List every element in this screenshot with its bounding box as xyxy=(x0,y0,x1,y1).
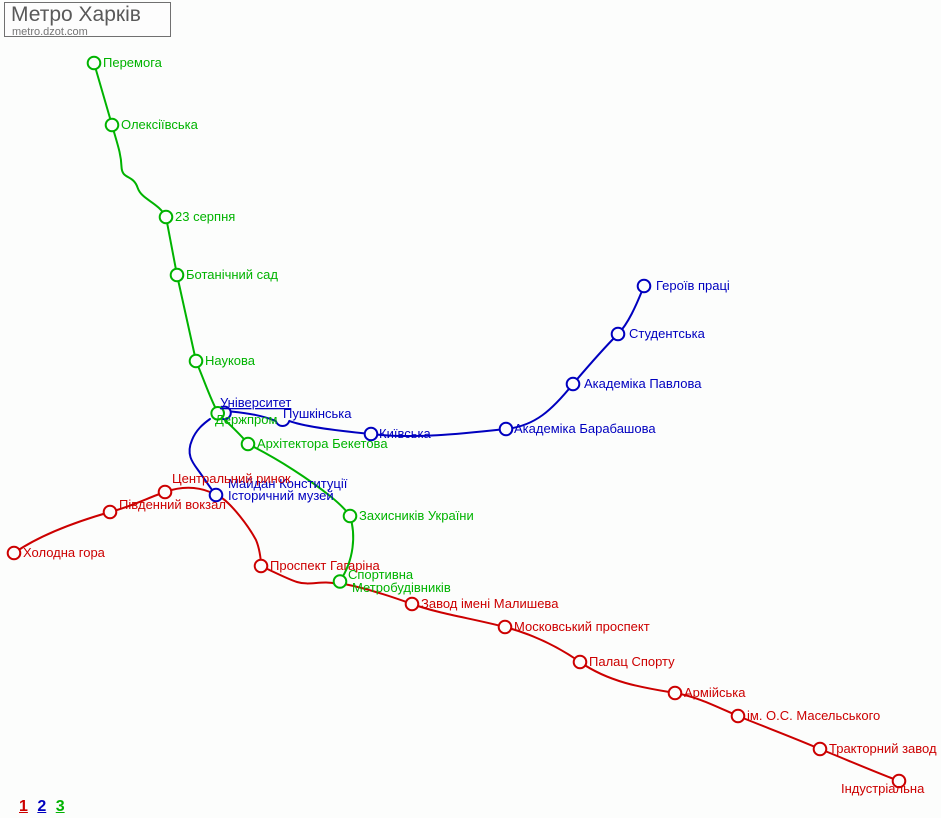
svg-text:Держпром: Держпром xyxy=(215,412,277,427)
svg-text:Перемога: Перемога xyxy=(103,55,163,70)
svg-text:Архітектора Бекетова: Архітектора Бекетова xyxy=(257,436,388,451)
svg-text:Південний вокзал: Південний вокзал xyxy=(119,497,226,512)
svg-text:Наукова: Наукова xyxy=(205,353,256,368)
svg-text:ім. О.С. Масельського: ім. О.С. Масельського xyxy=(747,708,880,723)
svg-text:Армійська: Армійська xyxy=(684,685,746,700)
svg-text:Історичний музей: Історичний музей xyxy=(228,488,334,503)
svg-text:Захисників України: Захисників України xyxy=(359,508,474,523)
svg-text:Індустріальна: Індустріальна xyxy=(841,781,925,796)
svg-text:Героїв праці: Героїв праці xyxy=(656,278,730,293)
svg-text:Холодна гора: Холодна гора xyxy=(23,545,106,560)
svg-text:Палац Спорту: Палац Спорту xyxy=(589,654,675,669)
svg-text:Завод імені Малишева: Завод імені Малишева xyxy=(421,596,559,611)
svg-text:Московський проспект: Московський проспект xyxy=(514,619,650,634)
svg-text:Метробудівників: Метробудівників xyxy=(352,580,451,595)
svg-text:Академіка Барабашова: Академіка Барабашова xyxy=(514,421,656,436)
svg-text:Київська: Київська xyxy=(379,426,431,441)
svg-text:Студентська: Студентська xyxy=(629,326,706,341)
svg-text:Пушкінська: Пушкінська xyxy=(283,406,352,421)
svg-text:23 серпня: 23 серпня xyxy=(175,209,235,224)
svg-text:Центральний ринок: Центральний ринок xyxy=(172,471,291,486)
svg-text:Ботанічний сад: Ботанічний сад xyxy=(186,267,278,282)
svg-text:Проспект Гагаріна: Проспект Гагаріна xyxy=(270,558,380,573)
svg-text:Академіка Павлова: Академіка Павлова xyxy=(584,376,702,391)
svg-text:Олексіївська: Олексіївська xyxy=(121,117,199,132)
svg-text:Університет: Університет xyxy=(220,395,291,410)
svg-text:Тракторний завод: Тракторний завод xyxy=(829,741,937,756)
